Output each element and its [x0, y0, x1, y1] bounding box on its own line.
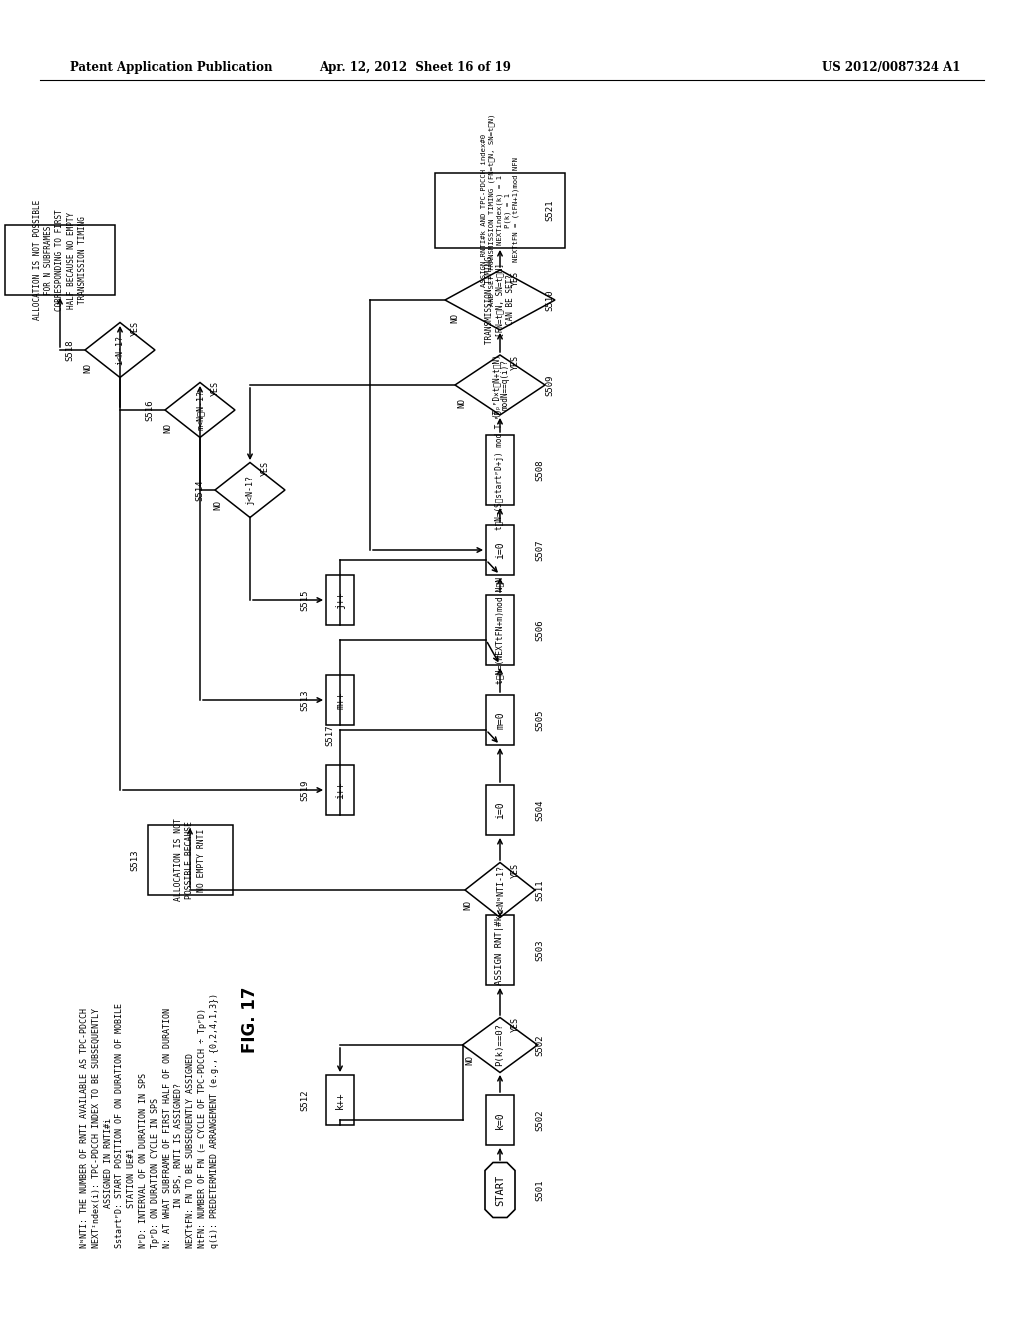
- Text: S503: S503: [536, 940, 545, 961]
- Text: t₟N=(S₝startᴾD+j) mod TₚᴾD: t₟N=(S₝startᴾD+j) mod TₚᴾD: [496, 411, 505, 531]
- Polygon shape: [486, 436, 514, 506]
- Text: m++: m++: [335, 692, 345, 709]
- Text: Apr. 12, 2012  Sheet 16 of 19: Apr. 12, 2012 Sheet 16 of 19: [319, 62, 511, 74]
- Polygon shape: [486, 915, 514, 985]
- Text: i<N-1?: i<N-1?: [116, 335, 125, 366]
- Text: YES: YES: [511, 271, 519, 285]
- Text: S519: S519: [300, 779, 309, 801]
- Polygon shape: [326, 576, 354, 624]
- Text: ALLOCATION IS NOT
POSSIBLE BECAUSE
NO EMPTY RNTI: ALLOCATION IS NOT POSSIBLE BECAUSE NO EM…: [174, 818, 206, 902]
- Text: S509: S509: [546, 375, 555, 396]
- Polygon shape: [85, 322, 155, 378]
- Text: S516: S516: [145, 399, 155, 421]
- Text: NO: NO: [466, 1055, 474, 1065]
- Text: TRANSMISSION TIMING
[FN=t₟N, SN=t₝N]
CAN BE SET?: TRANSMISSION TIMING [FN=t₟N, SN=t₝N] CAN…: [485, 256, 515, 345]
- Text: i=0: i=0: [495, 801, 505, 818]
- Text: S510: S510: [546, 289, 555, 310]
- Polygon shape: [326, 675, 354, 725]
- Text: YES: YES: [130, 321, 139, 335]
- Text: S513: S513: [130, 849, 139, 871]
- Text: (TₚᴾD×t₟N+t₝N)
modN==q(i)?: (TₚᴾD×t₟N+t₝N) modN==q(i)?: [490, 352, 510, 417]
- Polygon shape: [326, 1074, 354, 1125]
- Polygon shape: [445, 271, 555, 330]
- Polygon shape: [486, 785, 514, 836]
- Text: YES: YES: [511, 1018, 519, 1032]
- Text: YES: YES: [511, 355, 519, 371]
- Text: t₟N=(NEXTtFN+m)mod N₟N: t₟N=(NEXTtFN+m)mod N₟N: [496, 577, 505, 684]
- Text: S501: S501: [536, 1179, 545, 1201]
- Polygon shape: [486, 696, 514, 744]
- Text: START: START: [495, 1175, 505, 1205]
- Text: NᴺNTI: THE NUMBER OF RNTI AVAILABLE AS TPC-PDCCH
NEXTᴵndex(i): TPC-PDCCH INDEX T: NᴺNTI: THE NUMBER OF RNTI AVAILABLE AS T…: [80, 993, 219, 1247]
- Text: ASSIGN RNT|#k: ASSIGN RNT|#k: [496, 915, 505, 985]
- Text: S513: S513: [300, 689, 309, 710]
- Text: P(k)==0?: P(k)==0?: [496, 1023, 505, 1067]
- Text: S515: S515: [300, 589, 309, 611]
- Text: m=0: m=0: [495, 711, 505, 729]
- Polygon shape: [147, 825, 232, 895]
- Polygon shape: [485, 1163, 515, 1217]
- Polygon shape: [465, 862, 535, 917]
- Text: j++: j++: [335, 591, 345, 609]
- Text: YES: YES: [211, 380, 219, 396]
- Text: S514: S514: [196, 479, 205, 500]
- Text: S506: S506: [536, 619, 545, 640]
- Text: i=0: i=0: [495, 541, 505, 558]
- Polygon shape: [463, 1018, 538, 1072]
- Polygon shape: [486, 595, 514, 665]
- Text: ALLOCATION IS NOT POSSIBLE
FOR N SUBFRAMES
CORRESPONDING TO FIRST
HALF BECAUSE N: ALLOCATION IS NOT POSSIBLE FOR N SUBFRAM…: [34, 199, 87, 321]
- Text: US 2012/0087324 A1: US 2012/0087324 A1: [821, 62, 961, 74]
- Text: j<N-1?: j<N-1?: [246, 475, 255, 506]
- Polygon shape: [486, 525, 514, 576]
- Text: m<N₟N-1?: m<N₟N-1?: [196, 389, 205, 430]
- Text: NO: NO: [84, 363, 92, 374]
- Text: YES: YES: [511, 862, 519, 878]
- Text: NO: NO: [451, 313, 460, 323]
- Text: FIG. 17: FIG. 17: [241, 987, 259, 1053]
- Text: S517: S517: [326, 725, 335, 746]
- Text: NO: NO: [213, 500, 222, 510]
- Text: S505: S505: [536, 709, 545, 731]
- Polygon shape: [5, 224, 115, 294]
- Text: S507: S507: [536, 540, 545, 561]
- Text: S512: S512: [300, 1089, 309, 1110]
- Polygon shape: [215, 462, 285, 517]
- Polygon shape: [326, 766, 354, 814]
- Polygon shape: [486, 1096, 514, 1144]
- Text: S511: S511: [536, 879, 545, 900]
- Text: NO: NO: [164, 422, 172, 433]
- Text: k++: k++: [335, 1092, 345, 1109]
- Text: YES: YES: [260, 461, 269, 475]
- Text: S508: S508: [536, 459, 545, 480]
- Text: S502: S502: [536, 1109, 545, 1131]
- Text: i++: i++: [335, 781, 345, 799]
- Text: k<NᴺNTI-1?: k<NᴺNTI-1?: [496, 865, 505, 915]
- Text: Patent Application Publication: Patent Application Publication: [70, 62, 272, 74]
- Text: NO: NO: [458, 399, 467, 408]
- Text: S518: S518: [66, 339, 75, 360]
- Text: S521: S521: [546, 199, 555, 220]
- Polygon shape: [435, 173, 565, 248]
- Polygon shape: [455, 355, 545, 414]
- Text: ASSIGN RNTI#k AND TPC-PDCCH index#0
AND SET TRANSMISSION TIMING (FN=t₟N, SN=t₝N): ASSIGN RNTI#k AND TPC-PDCCH index#0 AND …: [481, 114, 519, 306]
- Text: S504: S504: [536, 799, 545, 821]
- Text: k=0: k=0: [495, 1111, 505, 1129]
- Polygon shape: [165, 383, 234, 437]
- Text: S502: S502: [536, 1035, 545, 1056]
- Text: NO: NO: [464, 900, 472, 909]
